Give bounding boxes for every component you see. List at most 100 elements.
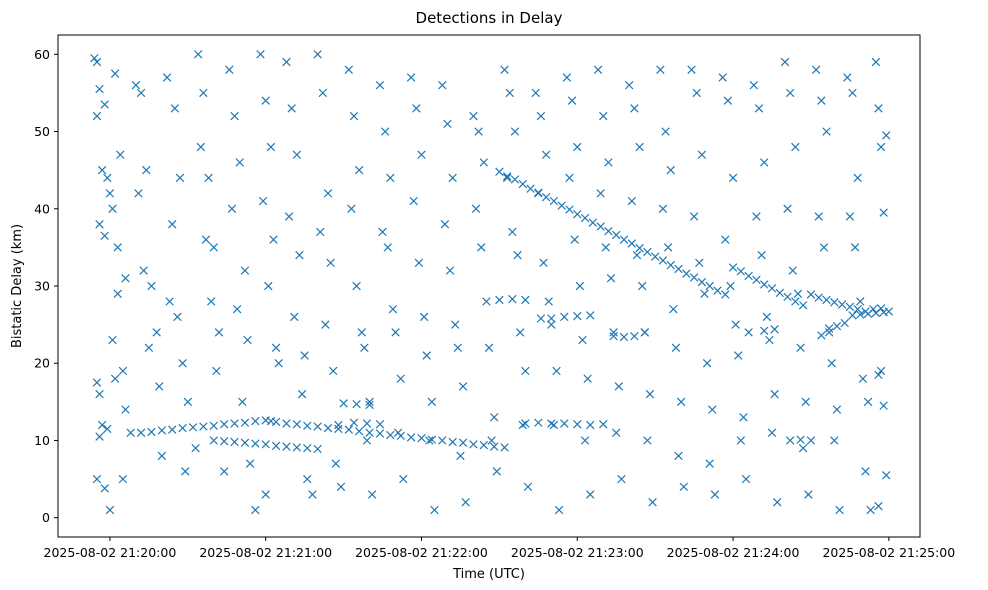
detection-point: [118, 366, 128, 376]
detection-point: [479, 158, 489, 167]
detection-point: [772, 498, 782, 507]
detection-point: [882, 470, 891, 480]
detection-point: [814, 212, 823, 221]
detection-point: [573, 420, 582, 429]
detection-point: [230, 419, 239, 428]
detection-point: [386, 430, 395, 440]
detection-point: [240, 438, 250, 448]
detection-point: [521, 295, 530, 305]
detection-point: [261, 490, 270, 499]
detection-point: [850, 243, 860, 252]
detection-point: [438, 80, 447, 90]
detection-point: [573, 209, 582, 219]
detection-point: [219, 437, 229, 446]
detection-point: [879, 401, 888, 410]
detection-point: [303, 474, 312, 484]
detection-point: [95, 84, 104, 94]
y-tick-label: 0: [42, 510, 50, 525]
detection-point: [586, 311, 595, 320]
detection-point: [830, 297, 839, 307]
detection-point: [604, 158, 613, 167]
detection-point: [453, 343, 463, 353]
detection-point: [721, 235, 730, 244]
detection-point: [791, 297, 800, 306]
detection-point: [110, 69, 120, 78]
detection-point: [430, 505, 439, 515]
detection-point: [417, 433, 426, 443]
detection-point: [121, 405, 130, 414]
detection-point: [596, 189, 605, 198]
detection-point: [830, 436, 839, 445]
detection-point: [817, 331, 826, 340]
detection-point: [178, 423, 187, 433]
detection-point: [168, 425, 177, 434]
detection-point: [666, 260, 675, 270]
detection-point: [308, 490, 317, 499]
detection-point: [209, 421, 219, 431]
detection-point: [425, 436, 434, 445]
detection-point: [666, 165, 675, 175]
detection-point: [518, 179, 527, 189]
detection-point: [630, 104, 639, 113]
detection-point: [313, 444, 322, 454]
detection-point: [284, 212, 294, 221]
detection-point: [689, 273, 699, 282]
detection-point: [113, 289, 122, 298]
detection-point: [765, 335, 774, 345]
detection-point: [861, 467, 870, 476]
detection-point: [95, 219, 104, 229]
detection-point: [328, 366, 338, 376]
detection-point: [856, 310, 865, 319]
detection-point: [624, 80, 634, 90]
detection-point: [427, 435, 437, 444]
detection-point: [245, 459, 255, 468]
detection-point: [879, 208, 888, 217]
detection-point: [806, 436, 816, 445]
detection-point: [874, 501, 883, 511]
detection-point: [604, 226, 613, 236]
detection-point: [92, 474, 102, 484]
detection-point: [822, 295, 831, 305]
detection-point: [204, 173, 213, 183]
detection-point: [705, 459, 714, 468]
detection-point: [349, 111, 359, 121]
detection-point: [728, 173, 738, 183]
detection-point: [785, 436, 795, 445]
detection-point: [134, 189, 143, 198]
detection-point: [240, 266, 250, 275]
detection-point: [456, 451, 465, 461]
detection-point: [734, 351, 743, 360]
detection-point: [648, 498, 657, 507]
detection-point: [570, 235, 579, 244]
detection-point: [596, 222, 605, 231]
detection-point: [290, 312, 299, 322]
detection-point: [287, 104, 296, 113]
detection-point: [593, 65, 603, 74]
detection-point: [575, 281, 585, 291]
detection-point: [230, 437, 239, 447]
detection-point: [796, 343, 805, 353]
data-points: [90, 50, 894, 515]
y-tick-label: 10: [34, 433, 50, 448]
detection-point: [508, 227, 517, 237]
detection-point: [352, 281, 361, 291]
detection-point: [500, 443, 509, 452]
detection-point: [165, 297, 174, 306]
detection-point: [251, 439, 260, 448]
detection-point: [565, 173, 574, 183]
detection-point: [505, 88, 514, 98]
detection-point: [354, 426, 364, 436]
detection-point: [783, 292, 792, 302]
detection-point: [118, 474, 128, 484]
detection-point: [876, 142, 886, 152]
detection-point: [541, 192, 551, 202]
detection-point: [801, 397, 810, 407]
detection-point: [261, 416, 270, 425]
detection-point: [798, 301, 808, 310]
detection-point: [866, 505, 875, 515]
detection-point: [495, 167, 504, 176]
detection-point: [544, 297, 553, 306]
detection-point: [448, 173, 457, 183]
detection-point: [526, 184, 535, 193]
detection-point: [414, 258, 424, 268]
